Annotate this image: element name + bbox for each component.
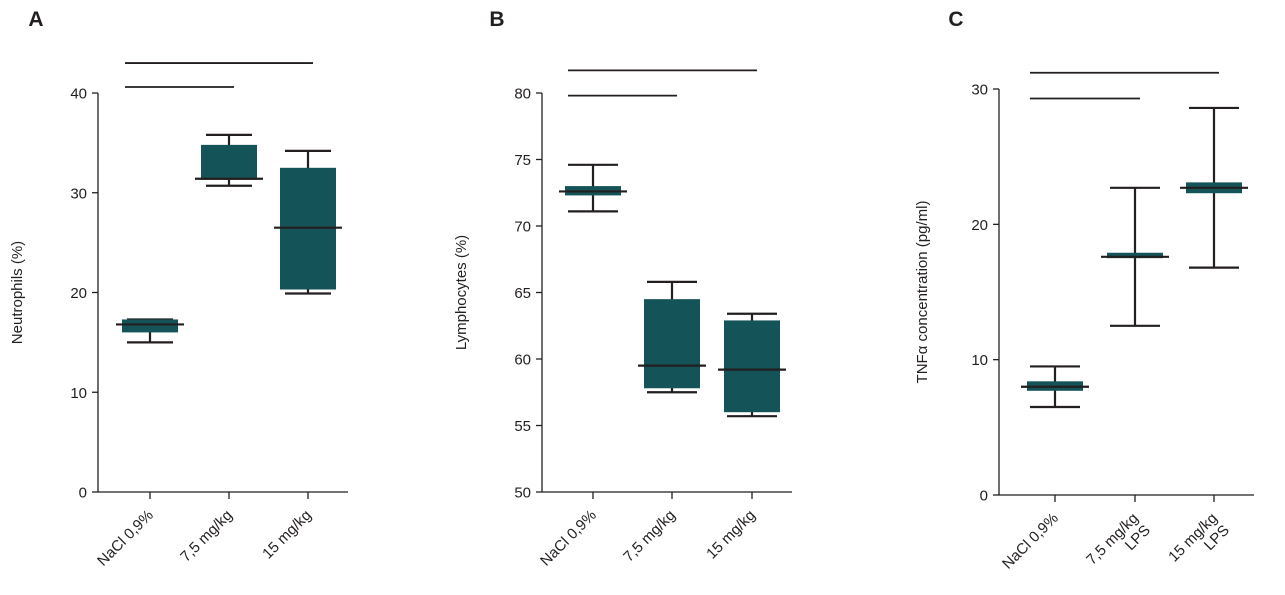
box-iqr <box>1107 252 1163 259</box>
box-iqr <box>122 319 178 333</box>
y-tick-label: 30 <box>70 185 87 202</box>
x-category-label-line: NaCl 0,9% <box>999 510 1062 573</box>
x-category-label: 7,5 mg/kg <box>620 507 679 566</box>
x-category-label-line: 15 mg/kg <box>703 507 759 563</box>
box-plot <box>1101 186 1169 327</box>
panel-label: C <box>948 8 963 31</box>
y-tick-label: 60 <box>514 352 531 369</box>
y-tick-label: 0 <box>980 488 988 505</box>
y-tick-label: 70 <box>514 219 531 236</box>
x-category-label-line: 15 mg/kg <box>259 507 315 563</box>
panel-label: A <box>28 8 43 31</box>
y-axis-title: TNFα concentration (pg/ml) <box>914 201 931 384</box>
y-tick-label: 50 <box>514 485 531 502</box>
panel-a: A 0 10 20 30 40 Neutrophils (%) NaCl 0,9% 7,5 mg… <box>9 8 348 570</box>
y-axis-title: Neutrophils (%) <box>9 241 26 344</box>
x-category-label-line: NaCl 0,9% <box>94 507 157 570</box>
box-iqr <box>201 144 257 180</box>
box-iqr <box>644 299 700 389</box>
y-tick-label: 30 <box>971 82 988 99</box>
y-tick-label: 10 <box>971 352 988 369</box>
box-iqr <box>724 320 780 413</box>
x-category-label: 15 mg/kgLPS <box>1165 510 1233 578</box>
x-category-label-line: NaCl 0,9% <box>537 507 600 570</box>
y-tick-label: 40 <box>70 86 87 103</box>
y-tick-label: 0 <box>79 485 87 502</box>
y-tick-label: 10 <box>70 385 87 402</box>
x-category-label: 7,5 mg/kgLPS <box>1083 510 1154 581</box>
box-plot <box>195 133 263 187</box>
x-category-label: 15 mg/kg <box>703 507 759 563</box>
x-category-label-line: 7,5 mg/kg <box>177 507 236 566</box>
panel-label: B <box>489 8 504 31</box>
y-axis-title: Lymphocytes (%) <box>453 235 470 350</box>
y-tick-label: 75 <box>514 152 531 169</box>
x-category-label: 15 mg/kg <box>259 507 315 563</box>
x-category-label: NaCl 0,9% <box>537 507 600 570</box>
x-category-label: 7,5 mg/kg <box>177 507 236 566</box>
box-plot <box>638 280 706 394</box>
panel-c: C 0 10 20 30 TNFα concentration (pg/ml) NaCl 0… <box>914 8 1254 581</box>
box-plot <box>718 312 786 418</box>
x-category-label: NaCl 0,9% <box>999 510 1062 573</box>
box-plot <box>274 149 342 295</box>
y-tick-label: 65 <box>514 285 531 302</box>
box-plot <box>559 163 627 213</box>
x-category-label-line: 7,5 mg/kg <box>620 507 679 566</box>
x-category-label: NaCl 0,9% <box>94 507 157 570</box>
y-tick-label: 20 <box>70 285 87 302</box>
box-plot <box>1021 365 1089 409</box>
y-tick-label: 80 <box>514 86 531 103</box>
y-tick-label: 20 <box>971 217 988 234</box>
panel-b: B 50 55 60 65 70 75 80 Lymphocytes (%) NaCl 0,9% 7… <box>453 8 792 570</box>
box-plot <box>116 318 184 344</box>
y-tick-label: 55 <box>514 418 531 435</box>
box-plot <box>1180 106 1248 269</box>
